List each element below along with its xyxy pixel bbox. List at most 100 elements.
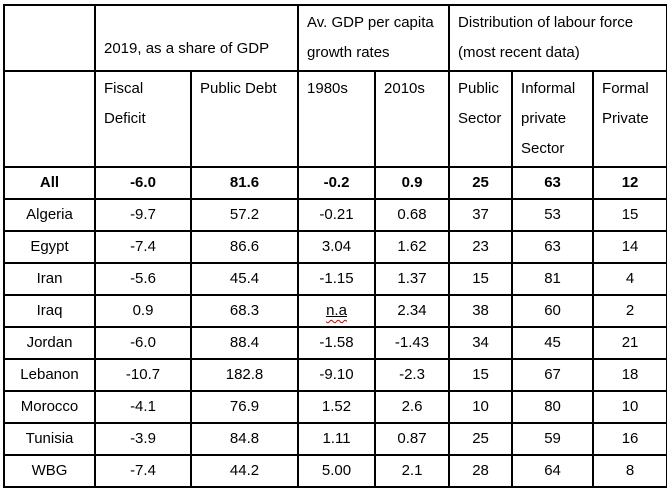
- data-cell: 8: [592, 454, 667, 488]
- data-cell: 28: [448, 454, 514, 488]
- data-cell: 25: [448, 166, 514, 200]
- data-cell: 44.2: [189, 454, 300, 488]
- data-cell: -5.6: [94, 262, 192, 296]
- row-label: Morocco: [3, 390, 96, 424]
- row-label: All: [3, 166, 96, 200]
- table-row: Egypt -7.4 86.6 3.04 1.62 23 63 14: [3, 230, 667, 264]
- column-header-2010s: 2010s: [374, 70, 451, 168]
- na-value: n.a: [326, 302, 347, 319]
- header-group-row: 2019, as a share of GDP Av. GDP per capi…: [3, 4, 667, 72]
- data-cell: -0.2: [297, 166, 377, 200]
- data-cell: -1.15: [297, 262, 377, 296]
- data-cell: 2.6: [374, 390, 451, 424]
- column-header-informal-private-sector: Informal private Sector: [511, 70, 595, 168]
- data-cell: 15: [448, 262, 514, 296]
- table-row: Algeria -9.7 57.2 -0.21 0.68 37 53 15: [3, 198, 667, 232]
- data-cell: 0.68: [374, 198, 451, 232]
- data-cell: -7.4: [94, 230, 192, 264]
- data-cell: 64: [511, 454, 595, 488]
- data-cell: 86.6: [189, 230, 300, 264]
- data-cell: 0.9: [94, 294, 192, 328]
- data-cell: -4.1: [94, 390, 192, 424]
- row-label: WBG: [3, 454, 96, 488]
- data-cell: 1.62: [374, 230, 451, 264]
- data-cell: 81.6: [189, 166, 300, 200]
- data-cell: 10: [448, 390, 514, 424]
- data-cell: 25: [448, 422, 514, 456]
- data-cell: 84.8: [189, 422, 300, 456]
- data-cell: 182.8: [189, 358, 300, 392]
- data-cell: 57.2: [189, 198, 300, 232]
- data-cell: 38: [448, 294, 514, 328]
- data-cell: 18: [592, 358, 667, 392]
- column-header-formal-private: Formal Private: [592, 70, 667, 168]
- data-cell: 53: [511, 198, 595, 232]
- statistics-table: 2019, as a share of GDP Av. GDP per capi…: [3, 4, 667, 488]
- column-header-fiscal-deficit: Fiscal Deficit: [94, 70, 192, 168]
- data-cell: 67: [511, 358, 595, 392]
- data-cell: 2: [592, 294, 667, 328]
- data-cell: 76.9: [189, 390, 300, 424]
- data-cell: -3.9: [94, 422, 192, 456]
- table-row: All -6.0 81.6 -0.2 0.9 25 63 12: [3, 166, 667, 200]
- spellcheck-squiggle: n.a: [326, 302, 347, 319]
- data-cell: -9.7: [94, 198, 192, 232]
- table-row: Lebanon -10.7 182.8 -9.10 -2.3 15 67 18: [3, 358, 667, 392]
- data-cell: 37: [448, 198, 514, 232]
- data-cell: -2.3: [374, 358, 451, 392]
- data-cell: -7.4: [94, 454, 192, 488]
- data-cell: -9.10: [297, 358, 377, 392]
- group-header-labour-force: Distribution of labour force (most recen…: [448, 4, 667, 72]
- group-header-share-of-gdp: 2019, as a share of GDP: [93, 4, 300, 72]
- data-cell: 59: [511, 422, 595, 456]
- data-cell: 4: [592, 262, 667, 296]
- data-cell: 1.52: [297, 390, 377, 424]
- data-cell: n.a: [297, 294, 377, 328]
- data-cell: 63: [511, 230, 595, 264]
- data-cell: 81: [511, 262, 595, 296]
- table-row: Jordan -6.0 88.4 -1.58 -1.43 34 45 21: [3, 326, 667, 360]
- column-header-public-sector: Public Sector: [448, 70, 514, 168]
- data-cell: 15: [448, 358, 514, 392]
- data-cell: 68.3: [189, 294, 300, 328]
- data-cell: 80: [511, 390, 595, 424]
- data-cell: 3.04: [297, 230, 377, 264]
- data-cell: 14: [592, 230, 667, 264]
- data-cell: 34: [448, 326, 514, 360]
- data-cell: 45.4: [189, 262, 300, 296]
- data-cell: 0.9: [374, 166, 451, 200]
- data-cell: 1.11: [297, 422, 377, 456]
- table-row: Tunisia -3.9 84.8 1.11 0.87 25 59 16: [3, 422, 667, 456]
- data-cell: 63: [511, 166, 595, 200]
- header-columns-row: Fiscal Deficit Public Debt 1980s 2010s P…: [3, 70, 667, 168]
- row-label: Lebanon: [3, 358, 96, 392]
- data-cell: 21: [592, 326, 667, 360]
- table-row: Iraq 0.9 68.3 n.a 2.34 38 60 2: [3, 294, 667, 328]
- row-label: Iran: [3, 262, 96, 296]
- row-label: Jordan: [3, 326, 96, 360]
- table-row: WBG -7.4 44.2 5.00 2.1 28 64 8: [3, 454, 667, 488]
- data-cell: -1.58: [297, 326, 377, 360]
- data-cell: 15: [592, 198, 667, 232]
- row-label: Tunisia: [3, 422, 96, 456]
- corner-cell: [3, 4, 96, 72]
- column-header-1980s: 1980s: [297, 70, 377, 168]
- data-cell: -0.21: [297, 198, 377, 232]
- data-cell: 23: [448, 230, 514, 264]
- data-cell: 12: [592, 166, 667, 200]
- group-header-gdp-growth: Av. GDP per capita growth rates: [297, 4, 451, 72]
- data-cell: 0.87: [374, 422, 451, 456]
- data-cell: 2.1: [374, 454, 451, 488]
- row-label: Egypt: [3, 230, 96, 264]
- data-cell: -1.43: [374, 326, 451, 360]
- corner-cell-2: [3, 70, 96, 168]
- table-row: Iran -5.6 45.4 -1.15 1.37 15 81 4: [3, 262, 667, 296]
- column-header-public-debt: Public Debt: [189, 70, 300, 168]
- data-cell: -6.0: [94, 166, 192, 200]
- data-cell: 88.4: [189, 326, 300, 360]
- data-cell: 2.34: [374, 294, 451, 328]
- data-cell: 16: [592, 422, 667, 456]
- data-cell: -6.0: [94, 326, 192, 360]
- data-cell: 45: [511, 326, 595, 360]
